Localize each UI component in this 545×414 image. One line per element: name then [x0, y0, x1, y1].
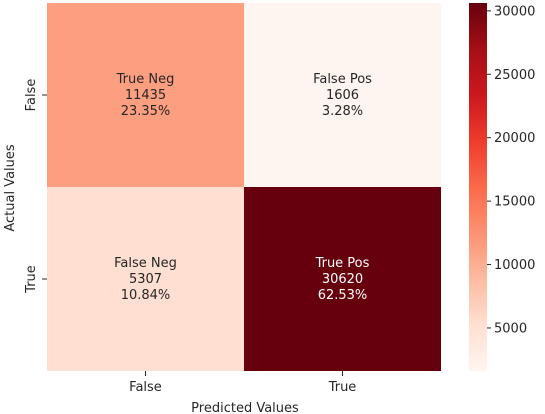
colorbar-tick-label: 15000 [494, 195, 535, 210]
cell-percent-label: 3.28% [322, 104, 363, 119]
colorbar-gradient [469, 3, 487, 371]
cell-percent-label: 62.53% [318, 288, 368, 303]
colorbar-tick-label: 10000 [494, 258, 535, 273]
x-tick-label: True [328, 380, 357, 395]
colorbar-tick-label: 25000 [494, 68, 535, 83]
colorbar-tick-label: 30000 [494, 4, 535, 19]
cell-percent-label: 23.35% [121, 104, 171, 119]
heatmap-axes: False True False True [24, 79, 356, 395]
heatmap-cell [244, 3, 441, 187]
x-tick-label: False [129, 380, 162, 395]
cell-percent-label: 10.84% [121, 288, 171, 303]
colorbar: 5000 10000 15000 20000 25000 30000 [469, 3, 535, 371]
cell-name-label: True Neg [116, 72, 175, 87]
heatmap-cell [47, 187, 244, 371]
cell-count-label: 5307 [129, 272, 162, 287]
cell-name-label: True Pos [315, 256, 370, 271]
colorbar-tick-label: 5000 [494, 321, 527, 336]
cell-count-label: 30620 [322, 272, 363, 287]
heatmap-cell [47, 3, 244, 187]
cell-name-label: False Pos [313, 72, 372, 87]
y-tick-label: True [24, 265, 39, 294]
heatmap-cell [244, 187, 441, 371]
cell-name-label: False Neg [114, 256, 177, 271]
y-axis-label: Actual Values [3, 144, 18, 232]
cell-count-label: 1606 [326, 88, 359, 103]
cell-count-label: 11435 [125, 88, 166, 103]
x-axis-label: Predicted Values [191, 401, 299, 414]
y-tick-label: False [24, 79, 39, 112]
heatmap-cells [47, 3, 441, 371]
colorbar-tick-label: 20000 [494, 131, 535, 146]
